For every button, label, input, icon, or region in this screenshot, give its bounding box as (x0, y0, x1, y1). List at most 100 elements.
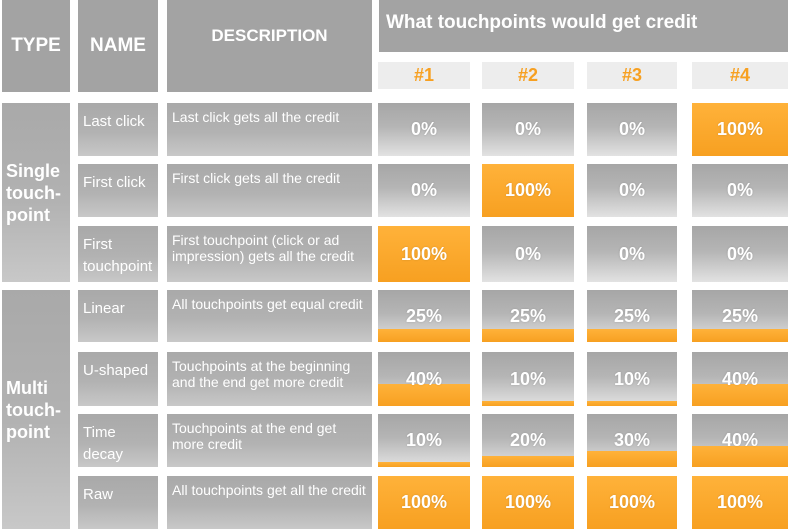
credit-cell: 10% (587, 352, 677, 406)
header-credit-banner: What touchpoints would get credit (379, 0, 788, 52)
credit-cell: 30% (587, 414, 677, 467)
credit-cell: 10% (482, 352, 574, 406)
credit-value: 40% (721, 430, 759, 450)
credit-bar (378, 329, 470, 342)
credit-value: 0% (618, 180, 645, 200)
credit-value: 0% (726, 180, 753, 200)
credit-value: 25% (613, 305, 651, 326)
credit-cell: 25% (587, 290, 677, 342)
credit-bar (378, 226, 470, 282)
credit-value: 100% (608, 492, 656, 512)
credit-cell: 100% (692, 476, 788, 529)
credit-cell: 25% (378, 290, 470, 342)
credit-bar (587, 329, 677, 342)
credit-bar (692, 329, 788, 342)
credit-value: 100% (716, 492, 764, 512)
credit-value: 100% (716, 119, 764, 139)
row-description: First click gets all the credit (167, 164, 372, 217)
credit-cell: 0% (482, 103, 574, 156)
credit-cell: 0% (378, 164, 470, 217)
credit-value: 0% (410, 119, 437, 139)
row-description: Touchpoints at the beginning and the end… (167, 352, 372, 406)
credit-cell: 10% (378, 414, 470, 467)
credit-value: 30% (613, 430, 651, 450)
credit-value: 25% (721, 305, 759, 326)
credit-cell: 0% (587, 226, 677, 282)
credit-bar (692, 384, 788, 406)
credit-value: 0% (410, 180, 437, 200)
header-name: NAME (78, 0, 158, 92)
credit-cell: 100% (692, 103, 788, 156)
credit-cell: 25% (482, 290, 574, 342)
row-description: All touchpoints get equal credit (167, 290, 372, 342)
credit-value: 100% (400, 243, 448, 264)
credit-bar (692, 476, 788, 529)
credit-value: 100% (504, 492, 552, 512)
row-name: Raw (78, 476, 158, 529)
credit-value: 25% (509, 305, 547, 326)
touchpoint-header-2: #2 (482, 62, 574, 89)
credit-cell: 40% (378, 352, 470, 406)
row-name: First touchpoint (78, 226, 158, 282)
credit-bar (378, 461, 470, 467)
credit-bar (378, 476, 470, 529)
row-description: First touchpoint (click or ad impression… (167, 226, 372, 282)
credit-cell: 0% (482, 226, 574, 282)
row-name: Time decay (78, 414, 158, 467)
credit-cell: 40% (692, 352, 788, 406)
credit-cell: 100% (587, 476, 677, 529)
touchpoint-header-1: #1 (378, 62, 470, 89)
type-label-line: point (6, 204, 50, 225)
credit-bar (482, 164, 574, 217)
credit-cell: 40% (692, 414, 788, 467)
credit-value: 0% (514, 243, 541, 264)
touchpoint-header-4: #4 (692, 62, 788, 89)
credit-cell: 100% (378, 226, 470, 282)
credit-value: 100% (504, 180, 552, 200)
credit-cell: 0% (692, 164, 788, 217)
credit-value: 0% (726, 243, 753, 264)
row-name: U-shaped (78, 352, 158, 406)
credit-cell: 0% (378, 103, 470, 156)
credit-bar (482, 476, 574, 529)
credit-cell: 100% (482, 476, 574, 529)
touchpoint-header-3: #3 (587, 62, 677, 89)
row-name: Last click (78, 103, 158, 156)
credit-cell: 20% (482, 414, 574, 467)
credit-bar (482, 329, 574, 342)
credit-value: 100% (400, 492, 448, 512)
credit-cell: 100% (378, 476, 470, 529)
row-name: First click (78, 164, 158, 217)
type-cell-multi: Multi touch-point (2, 290, 70, 529)
row-name: Linear (78, 290, 158, 342)
type-label-line: touch- (6, 399, 61, 420)
credit-value: 0% (618, 119, 645, 139)
type-label-line: point (6, 421, 50, 442)
header-type: TYPE (2, 0, 70, 92)
type-label-line: Single (6, 160, 61, 181)
credit-cell: 0% (692, 226, 788, 282)
credit-value: 25% (405, 305, 443, 326)
header-description: DESCRIPTION (167, 0, 372, 92)
row-description: All touchpoints get all the credit (167, 476, 372, 529)
type-label-line: touch- (6, 182, 61, 203)
credit-bar (378, 384, 470, 406)
credit-value: 0% (514, 119, 541, 139)
credit-value: 10% (405, 430, 443, 450)
row-description: Touchpoints at the end get more credit (167, 414, 372, 467)
credit-bar (692, 103, 788, 156)
type-label-line: Multi (6, 377, 48, 398)
credit-value: 40% (721, 368, 759, 389)
credit-bar (587, 451, 677, 467)
row-description: Last click gets all the credit (167, 103, 372, 156)
credit-value: 10% (613, 368, 651, 389)
credit-cell: 100% (482, 164, 574, 217)
credit-value: 10% (509, 368, 547, 389)
credit-bar (482, 400, 574, 406)
credit-bar (587, 400, 677, 406)
credit-bar (587, 476, 677, 529)
credit-cell: 25% (692, 290, 788, 342)
credit-bar (482, 456, 574, 467)
type-cell-single: Single touch-point (2, 103, 70, 282)
